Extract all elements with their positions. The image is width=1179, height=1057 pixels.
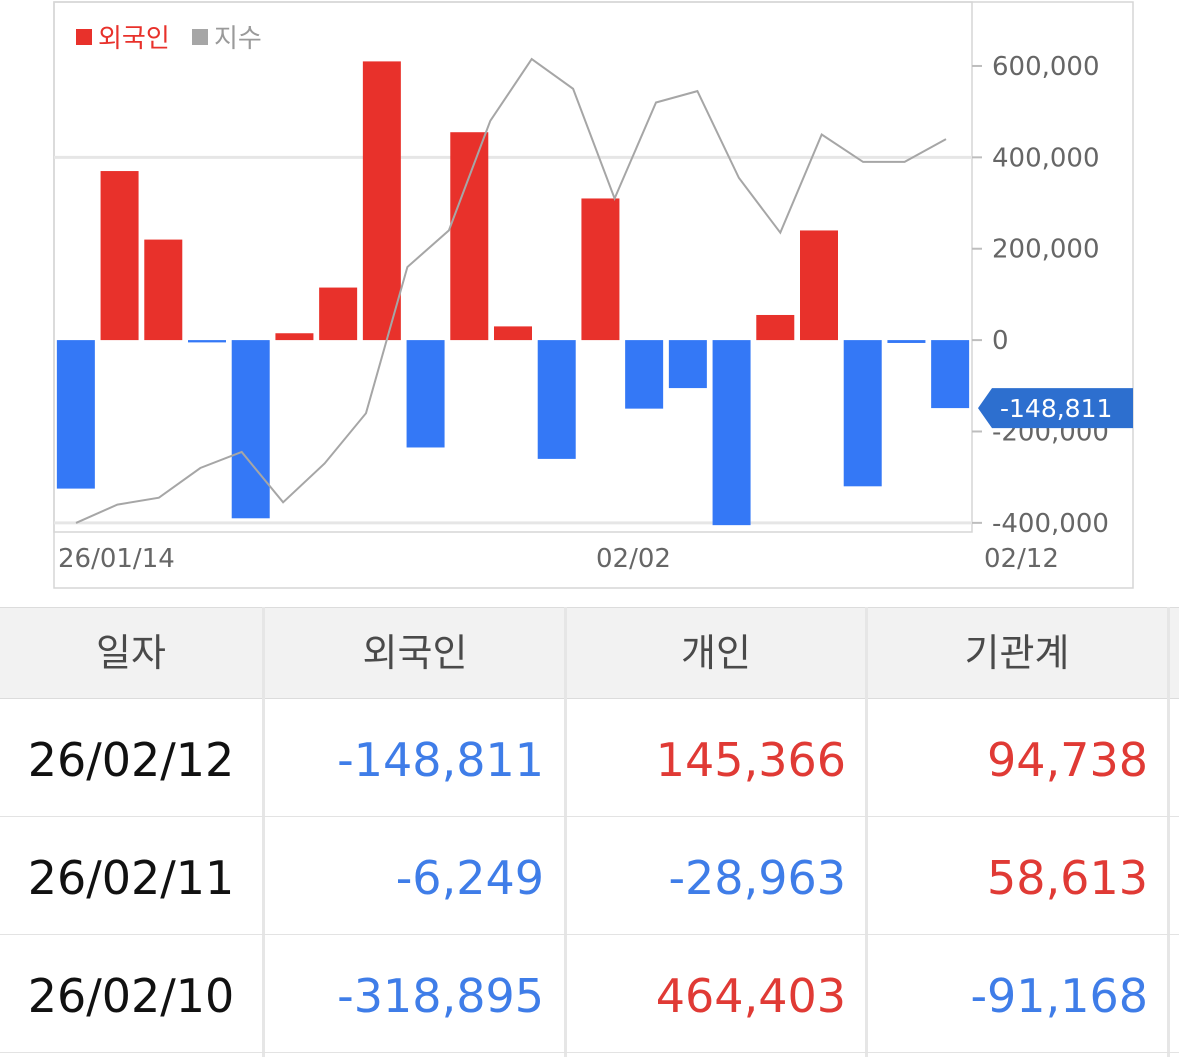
bar — [756, 314, 795, 341]
plot-area-border — [53, 1, 973, 533]
legend-label-foreign: 외국인 — [98, 24, 170, 54]
bar — [144, 239, 183, 341]
current-value-badge-shape — [978, 388, 1133, 429]
header-foreign: 외국인 — [362, 631, 468, 675]
bar — [668, 340, 707, 389]
table-row[interactable]: 26/02/10 -318,895 464,403 -91,168 — [0, 935, 1179, 1053]
bar — [800, 230, 838, 341]
table-header: 일자 외국인 개인 기관계 — [0, 607, 1179, 699]
bar — [537, 340, 576, 459]
bar — [231, 340, 270, 519]
row-date: 26/02/12 — [27, 733, 235, 787]
row-individual: 145,366 — [655, 733, 846, 787]
bar — [100, 171, 139, 341]
row-foreign: -6,249 — [395, 851, 544, 905]
x-tick-label: 02/12 — [984, 544, 1059, 574]
bar — [56, 340, 95, 489]
index-line-series — [75, 57, 947, 524]
column-divider — [865, 607, 868, 1057]
bar-series — [56, 61, 970, 526]
bar — [450, 132, 489, 341]
row-institution: 58,613 — [987, 851, 1148, 905]
y-tick-label: 600,000 — [992, 52, 1100, 82]
bar — [712, 340, 751, 526]
bar — [625, 340, 664, 409]
bar — [319, 287, 358, 341]
row-institution: -91,168 — [970, 969, 1148, 1023]
y-tick-label: -400,000 — [992, 509, 1109, 539]
row-individual: 464,403 — [655, 969, 846, 1023]
legend-index: 지수 — [192, 18, 262, 55]
row-individual: -28,963 — [668, 851, 846, 905]
column-divider — [1167, 607, 1170, 1057]
current-value-badge: -148,811 — [978, 388, 1133, 429]
table-row[interactable]: 26/02/12 -148,811 145,366 94,738 — [0, 699, 1179, 817]
y-tick-label: 400,000 — [992, 143, 1100, 173]
legend-swatch-foreign — [76, 28, 92, 45]
legend-label-index: 지수 — [214, 24, 262, 54]
legend-foreign: 외국인 — [76, 18, 170, 55]
header-date: 일자 — [96, 631, 166, 675]
bar — [275, 333, 314, 341]
bar — [188, 340, 226, 343]
y-tick-label: 0 — [992, 326, 1009, 356]
row-date: 26/02/10 — [27, 969, 235, 1023]
investor-trading-table: 일자 외국인 개인 기관계 26/02/12 -148,811 145,366 … — [0, 607, 1179, 1057]
index-line — [75, 57, 947, 524]
current-value-label: -148,811 — [1000, 394, 1112, 423]
bar — [581, 198, 620, 341]
header-institution: 기관계 — [964, 631, 1070, 675]
x-tick-label: 02/02 — [596, 544, 671, 574]
header-individual: 개인 — [681, 631, 751, 675]
foreign-net-buy-chart: 600,000 400,000 200,000 0 -200,000 -400,000 2… — [53, 1, 1134, 589]
row-foreign: -318,895 — [337, 969, 544, 1023]
bar — [406, 340, 445, 448]
y-tick-label: 200,000 — [992, 235, 1100, 265]
column-divider — [564, 607, 567, 1057]
table-row[interactable]: 26/02/11 -6,249 -28,963 58,613 — [0, 817, 1179, 935]
bar — [843, 340, 882, 487]
column-divider — [262, 607, 265, 1057]
bar — [887, 340, 926, 343]
grid-lines — [54, 155, 972, 525]
x-axis-ticks: 26/01/14 02/02 02/12 — [58, 544, 1059, 574]
bar — [362, 61, 401, 341]
row-date: 26/02/11 — [27, 851, 235, 905]
row-institution: 94,738 — [987, 733, 1148, 787]
bar — [494, 326, 532, 341]
x-tick-label: 26/01/14 — [58, 544, 175, 574]
row-foreign: -148,811 — [337, 733, 544, 787]
legend-swatch-index — [192, 28, 208, 45]
bar — [931, 340, 970, 409]
